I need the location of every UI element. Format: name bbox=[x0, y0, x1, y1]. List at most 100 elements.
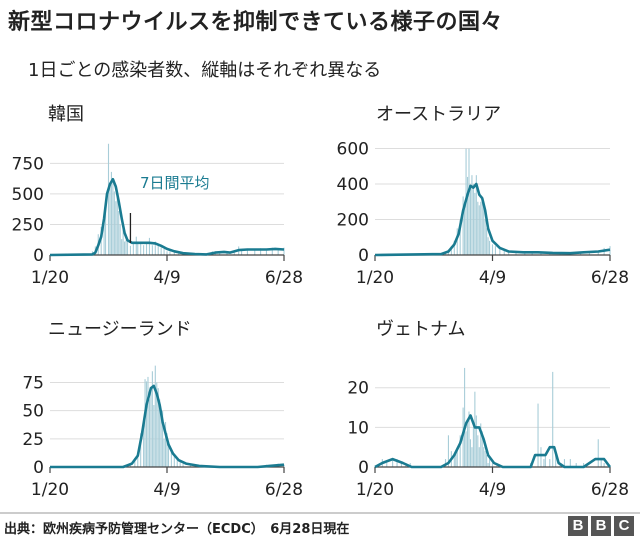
data-bar bbox=[157, 388, 159, 467]
y-tick-label: 500 bbox=[12, 185, 44, 205]
data-bar bbox=[563, 459, 566, 467]
data-bar bbox=[189, 464, 191, 467]
panel-new-zealand: ニュージーランド 0 25 50 75 1/20 4/9 6/28 bbox=[0, 315, 320, 535]
data-bar bbox=[134, 457, 136, 467]
data-bar bbox=[456, 228, 458, 255]
data-bar bbox=[143, 421, 145, 467]
data-bar bbox=[150, 388, 152, 467]
panel-title: ニュージーランド bbox=[48, 319, 192, 340]
average-line bbox=[374, 414, 612, 469]
data-bar bbox=[157, 244, 159, 255]
data-bar bbox=[459, 219, 461, 255]
data-bar bbox=[182, 463, 184, 467]
data-bar bbox=[118, 211, 120, 255]
data-bar bbox=[471, 175, 473, 255]
chart-new-zealand: 0 25 50 75 1/20 4/9 6/28 bbox=[22, 365, 303, 500]
data-bar bbox=[109, 184, 111, 255]
data-bar bbox=[163, 248, 165, 255]
data-bar bbox=[474, 192, 476, 255]
x-tick-label: 1/20 bbox=[356, 268, 394, 288]
bbc-logo-letter: B bbox=[568, 516, 588, 536]
data-bar bbox=[475, 175, 477, 255]
data-bar bbox=[603, 463, 605, 467]
data-bar bbox=[173, 455, 175, 467]
data-bar bbox=[169, 251, 171, 255]
data-bar bbox=[499, 247, 501, 255]
data-bar bbox=[254, 249, 256, 255]
data-bar bbox=[494, 246, 496, 255]
data-bar bbox=[540, 447, 542, 467]
data-bar bbox=[480, 201, 482, 255]
data-bar bbox=[552, 371, 554, 467]
x-tick-label: 1/20 bbox=[356, 480, 394, 500]
data-bar bbox=[477, 201, 479, 255]
annotation-label: 7日間平均 bbox=[140, 174, 210, 192]
data-bar bbox=[170, 450, 172, 467]
x-tick-label: 6/28 bbox=[591, 268, 629, 288]
data-bar bbox=[453, 240, 455, 255]
data-bar bbox=[481, 196, 483, 255]
data-bar bbox=[480, 423, 482, 467]
data-bar bbox=[126, 241, 129, 255]
data-bar bbox=[145, 242, 148, 255]
panel-south-korea: 韓国 0 250 500 750 1/20 4/9 6/28 7日間平均 bbox=[0, 100, 320, 320]
data-bar bbox=[137, 244, 139, 255]
data-bar bbox=[486, 228, 488, 255]
data-bar bbox=[487, 237, 489, 255]
data-bar bbox=[478, 447, 480, 467]
data-bar bbox=[450, 246, 452, 255]
source-note: 出典：欧州疾病予防管理センター（ECDC） 6月28日現在 bbox=[4, 522, 350, 537]
data-bar bbox=[515, 252, 517, 255]
data-bar bbox=[474, 391, 476, 467]
data-bar bbox=[115, 201, 117, 255]
data-bar bbox=[121, 239, 123, 255]
chart-vietnam: 0 10 20 1/20 4/9 6/28 bbox=[347, 367, 629, 500]
x-tick-label: 1/20 bbox=[31, 480, 69, 500]
data-bar bbox=[103, 218, 105, 255]
data-bar bbox=[151, 245, 153, 255]
data-bar bbox=[156, 382, 158, 467]
data-bar bbox=[549, 459, 551, 467]
data-bar bbox=[484, 219, 486, 255]
data-bar bbox=[129, 245, 131, 255]
data-bar bbox=[148, 237, 150, 255]
data-bar bbox=[466, 176, 469, 255]
data-bar bbox=[483, 447, 485, 467]
data-bar bbox=[456, 447, 458, 467]
data-bar bbox=[135, 236, 137, 255]
data-bar bbox=[466, 419, 469, 467]
y-tick-label: 0 bbox=[358, 246, 369, 266]
data-bar bbox=[176, 457, 178, 467]
data-bar bbox=[524, 252, 526, 255]
panel-title: ヴェトナム bbox=[376, 319, 466, 340]
y-tick-label: 20 bbox=[347, 379, 369, 399]
data-bar bbox=[160, 247, 162, 255]
chart-subtitle: 1日ごとの感染者数、縦軸はそれぞれ異なる bbox=[28, 60, 382, 81]
x-tick-label: 6/28 bbox=[265, 480, 303, 500]
panel-vietnam: ヴェトナム 0 10 20 1/20 4/9 6/28 bbox=[320, 315, 640, 535]
data-bar bbox=[475, 415, 477, 467]
bbc-logo-letter: B bbox=[591, 516, 611, 536]
data-bar bbox=[469, 439, 472, 467]
bbc-logo-letter: C bbox=[614, 516, 634, 536]
data-bar bbox=[484, 451, 486, 467]
data-bar bbox=[396, 459, 398, 467]
data-bar bbox=[119, 224, 121, 255]
y-tick-label: 75 bbox=[22, 374, 44, 394]
data-bar bbox=[462, 196, 464, 255]
data-bar bbox=[164, 421, 167, 467]
data-bar bbox=[219, 252, 221, 255]
x-tick-label: 6/28 bbox=[591, 480, 629, 500]
data-bar bbox=[143, 245, 145, 255]
y-tick-label: 400 bbox=[337, 175, 369, 195]
data-bar bbox=[575, 463, 577, 467]
y-tick-label: 600 bbox=[337, 140, 369, 160]
data-bar bbox=[179, 461, 181, 467]
data-bar bbox=[465, 431, 467, 467]
data-bar bbox=[159, 399, 161, 467]
data-bar bbox=[173, 251, 175, 255]
x-tick-label: 6/28 bbox=[265, 268, 303, 288]
data-bar bbox=[148, 399, 150, 467]
data-bar bbox=[137, 455, 139, 467]
data-bar bbox=[483, 207, 485, 255]
